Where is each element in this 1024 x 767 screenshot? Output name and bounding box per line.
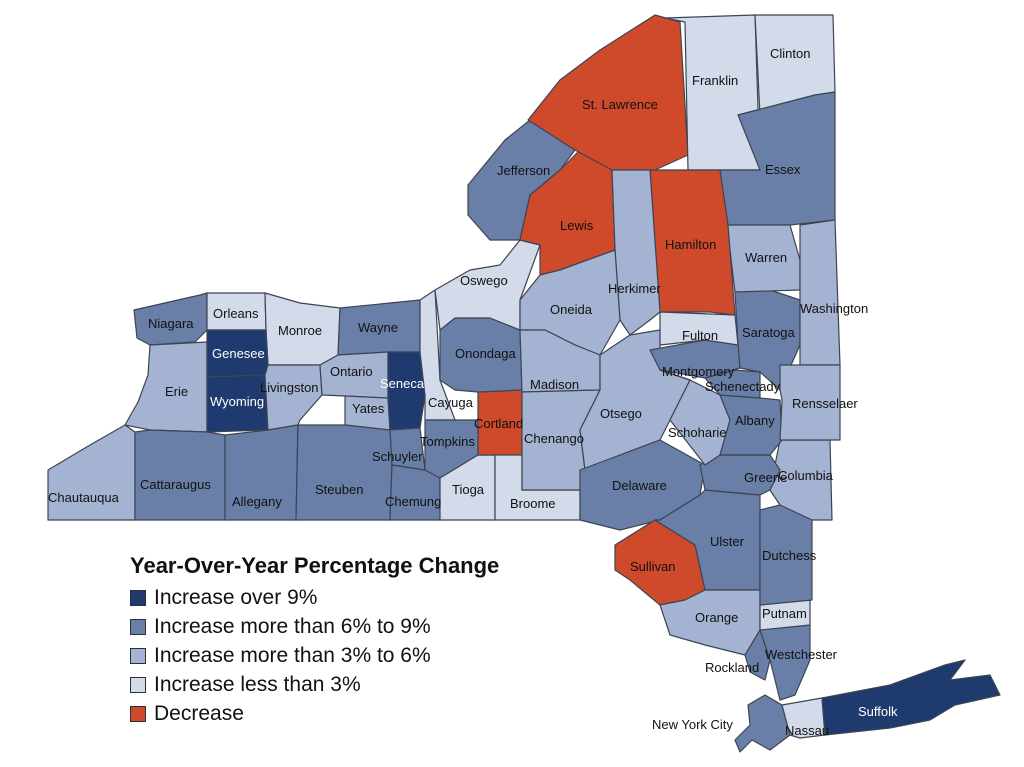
legend-label: Increase less than 3% [154,672,361,696]
county-label-delaware: Delaware [612,478,667,493]
county-label-dutchess: Dutchess [762,548,817,563]
county-label-schoharie: Schoharie [668,425,727,440]
legend-swatch [130,647,146,664]
legend-title: Year-Over-Year Percentage Change [130,553,500,578]
county-label-seneca: Seneca [380,376,425,391]
county-label-albany: Albany [735,413,775,428]
legend-swatch [130,676,146,693]
county-label-hamilton: Hamilton [665,237,716,252]
county-label-franklin: Franklin [692,73,738,88]
county-label-orleans: Orleans [213,306,259,321]
legend-label: Increase more than 3% to 6% [154,643,431,667]
county-suffolk [821,659,1001,736]
map-legend: Year-Over-Year Percentage Change Increas… [130,553,590,728]
county-dutchess [759,499,813,606]
county-label-ontario: Ontario [330,364,373,379]
legend-label: Increase more than 6% to 9% [154,614,431,638]
county-label-stlawrence: St. Lawrence [582,97,658,112]
county-label-essex: Essex [765,162,801,177]
county-label-cattaraugus: Cattaraugus [140,477,211,492]
county-label-genesee: Genesee [212,346,265,361]
county-label-tompkins: Tompkins [420,434,475,449]
county-label-sullivan: Sullivan [630,559,676,574]
county-label-wayne: Wayne [358,320,398,335]
legend-label: Increase over 9% [154,585,318,609]
county-label-oneida: Oneida [550,302,593,317]
county-label-wyoming: Wyoming [210,394,264,409]
legend-swatch [130,618,146,635]
county-label-fulton: Fulton [682,328,718,343]
county-label-yates: Yates [352,401,385,416]
county-label-chemung: Chemung [385,494,441,509]
county-label-chenango: Chenango [524,431,584,446]
county-label-steuben: Steuben [315,482,363,497]
county-label-niagara: Niagara [148,316,194,331]
county-label-nyc: New York City [652,717,733,732]
county-fulton [659,311,739,346]
legend-item-increase-over-9: Increase over 9% [130,583,590,612]
county-label-putnam: Putnam [762,606,807,621]
legend-item-increase-less-than-3: Increase less than 3% [130,670,590,699]
county-label-rensselaer: Rensselaer [792,396,858,411]
county-label-nassau: Nassau [785,723,829,738]
county-label-broome: Broome [510,496,556,511]
county-label-oswego: Oswego [460,273,508,288]
legend-swatch [130,589,146,606]
county-label-herkimer: Herkimer [608,281,661,296]
county-label-clinton: Clinton [770,46,810,61]
legend-item-increase-3-to-6: Increase more than 3% to 6% [130,641,590,670]
county-label-orange: Orange [695,610,738,625]
county-label-suffolk: Suffolk [858,704,898,719]
county-label-monroe: Monroe [278,323,322,338]
county-label-cayuga: Cayuga [428,395,474,410]
county-label-lewis: Lewis [560,218,594,233]
county-label-warren: Warren [745,250,787,265]
county-label-cortland: Cortland [474,416,523,431]
county-label-onondaga: Onondaga [455,346,516,361]
county-label-tioga: Tioga [452,482,485,497]
county-label-montgomery: Montgomery [662,364,735,379]
legend-label: Decrease [154,701,244,725]
county-label-chautauqua: Chautauqua [48,490,120,505]
county-otsego [579,329,691,471]
county-label-greene: Greene [744,470,787,485]
legend-item-decrease: Decrease [130,699,590,728]
county-nassau [781,697,826,739]
county-label-livingston: Livingston [260,380,319,395]
county-label-ulster: Ulster [710,534,745,549]
county-label-jefferson: Jefferson [497,163,550,178]
county-label-rockland: Rockland [705,660,759,675]
legend-item-increase-6-to-9: Increase more than 6% to 9% [130,612,590,641]
county-label-allegany: Allegany [232,494,282,509]
county-label-columbia: Columbia [778,468,834,483]
county-label-madison: Madison [530,377,579,392]
county-label-saratoga: Saratoga [742,325,796,340]
county-rensselaer [779,364,841,441]
county-label-otsego: Otsego [600,406,642,421]
county-label-washington: Washington [800,301,868,316]
county-nyc [734,694,791,753]
county-niagara [133,292,208,346]
county-albany [719,394,783,456]
legend-swatch [130,705,146,722]
county-stlawrence [527,14,689,171]
county-label-westchester: Westchester [765,647,838,662]
county-label-schenectady: Schenectady [705,379,781,394]
county-label-erie: Erie [165,384,188,399]
county-label-schuyler: Schuyler [372,449,423,464]
